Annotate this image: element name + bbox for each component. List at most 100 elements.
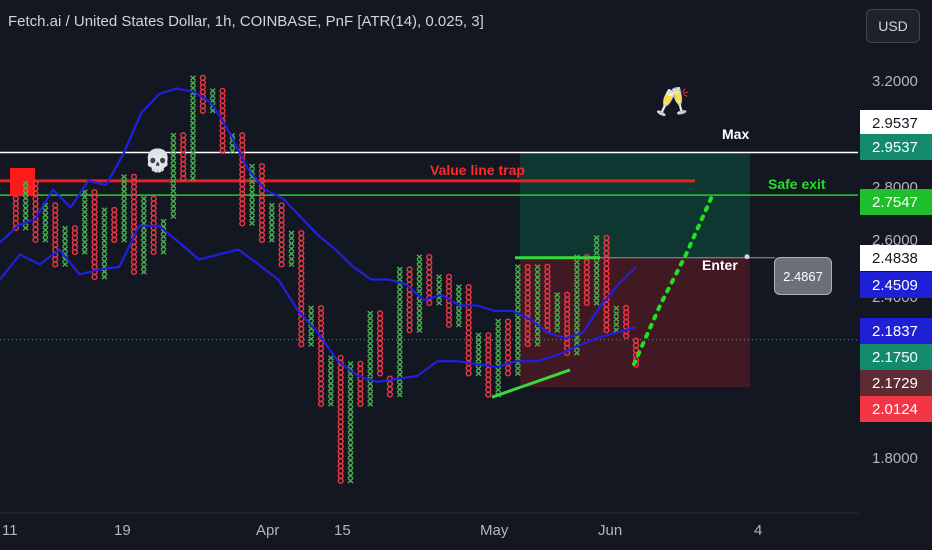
pnf-x-box [554, 297, 561, 303]
pnf-x-box [121, 208, 128, 214]
x-tick-label: May [480, 522, 509, 539]
pnf-x-box [81, 199, 88, 205]
pnf-x-box [327, 390, 334, 397]
pnf-x-box [396, 271, 403, 278]
pnf-x-box [514, 335, 521, 341]
pnf-x-box [140, 210, 147, 217]
pnf-x-box [396, 296, 403, 303]
skull-icon: 💀 [144, 148, 172, 173]
pnf-x-box [367, 396, 374, 402]
pnf-x-box [81, 244, 88, 250]
pnf-x-box [209, 93, 216, 99]
pnf-x-box [347, 406, 354, 413]
pnf-o-box [583, 299, 590, 307]
pnf-o-box [150, 248, 157, 256]
pnf-x-box [101, 238, 108, 244]
pnf-x-box [396, 336, 403, 343]
pnf-x-box [347, 422, 354, 428]
pnf-x-box [593, 290, 600, 296]
pnf-x-box [81, 229, 88, 235]
pnf-x-box [327, 396, 334, 402]
pnf-x-box [396, 291, 403, 298]
pnf-x-box [140, 200, 147, 207]
take-profit-zone [520, 152, 750, 258]
pnf-o-box [298, 341, 305, 348]
pnf-x-box [347, 376, 354, 382]
pnf-x-box [573, 289, 580, 296]
pnf-x-box [367, 320, 374, 327]
pnf-x-box [121, 174, 128, 180]
pnf-x-box [593, 270, 600, 276]
pnf-o-box [376, 370, 384, 377]
pnf-x-box [121, 203, 128, 209]
pnf-x-box [416, 259, 423, 265]
pnf-o-box [504, 370, 512, 377]
pnf-x-box [347, 457, 354, 464]
pnf-x-box [327, 385, 334, 392]
pnf-x-box [190, 115, 196, 121]
pnf-x-box [101, 258, 108, 265]
pnf-x-box [170, 193, 177, 199]
pnf-x-box [62, 261, 69, 268]
pnf-x-box [121, 217, 128, 224]
pnf-x-box [81, 214, 88, 220]
pnf-x-box [573, 294, 580, 301]
pnf-x-box [534, 264, 541, 270]
pnf-x-box [475, 332, 482, 338]
pnf-x-box [160, 239, 167, 245]
pnf-o-box [386, 391, 394, 398]
pnf-x-box [190, 170, 196, 177]
pnf-x-box [534, 300, 541, 306]
pnf-x-box [455, 284, 462, 290]
pnf-x-box [593, 280, 600, 286]
pnf-x-box [170, 173, 177, 179]
pnf-x-box [367, 315, 374, 322]
pnf-o-box [445, 321, 453, 328]
pnf-x-box [495, 387, 502, 393]
pnf-o-box [278, 261, 285, 268]
price-label-stop: 2.1729 [860, 370, 932, 396]
pnf-x-box [416, 298, 423, 304]
pnf-x-box [327, 365, 334, 371]
pnf-x-box [573, 284, 580, 291]
pnf-x-box [347, 442, 354, 448]
pnf-x-box [514, 264, 521, 270]
pnf-x-box [396, 386, 403, 393]
pnf-x-box [593, 285, 600, 291]
projection-path [632, 194, 714, 367]
y-tick-label: 2.6000 [872, 232, 918, 249]
pnf-x-box [101, 227, 108, 234]
pnf-x-box [554, 317, 561, 323]
pnf-x-box [121, 222, 128, 229]
pnf-x-box [170, 147, 177, 154]
pnf-x-box [42, 207, 49, 214]
pnf-o-box [258, 236, 266, 244]
pnf-x-box [170, 198, 177, 204]
currency-button[interactable]: USD [866, 9, 920, 43]
pnf-x-box [514, 319, 521, 326]
pnf-x-box [495, 323, 502, 330]
annotation-enter: Enter [702, 257, 738, 273]
pnf-x-box [62, 241, 69, 247]
pnf-x-box [573, 299, 580, 306]
pnf-x-box [288, 251, 295, 257]
price-label-safe-exit: 2.7547 [860, 189, 932, 215]
annotation-safe-exit: Safe exit [768, 176, 826, 192]
pnf-x-box [22, 195, 29, 201]
pnf-x-box [367, 325, 374, 332]
price-label-low: 2.0124 [860, 396, 932, 422]
pnf-x-box [81, 249, 88, 255]
pnf-o-box [465, 370, 472, 377]
pnf-x-box [268, 222, 275, 228]
pnf-x-box [308, 336, 315, 342]
pnf-x-box [554, 302, 561, 308]
enter-price-box[interactable]: 2.4867 [774, 257, 832, 295]
support-trendline [491, 368, 571, 399]
pnf-x-box [81, 194, 88, 200]
pnf-x-box [308, 305, 315, 311]
pnf-x-box [347, 462, 354, 469]
pnf-x-box [62, 230, 69, 237]
pnf-x-box [367, 391, 374, 397]
pnf-x-box [573, 340, 580, 346]
pnf-o-box [199, 107, 206, 114]
